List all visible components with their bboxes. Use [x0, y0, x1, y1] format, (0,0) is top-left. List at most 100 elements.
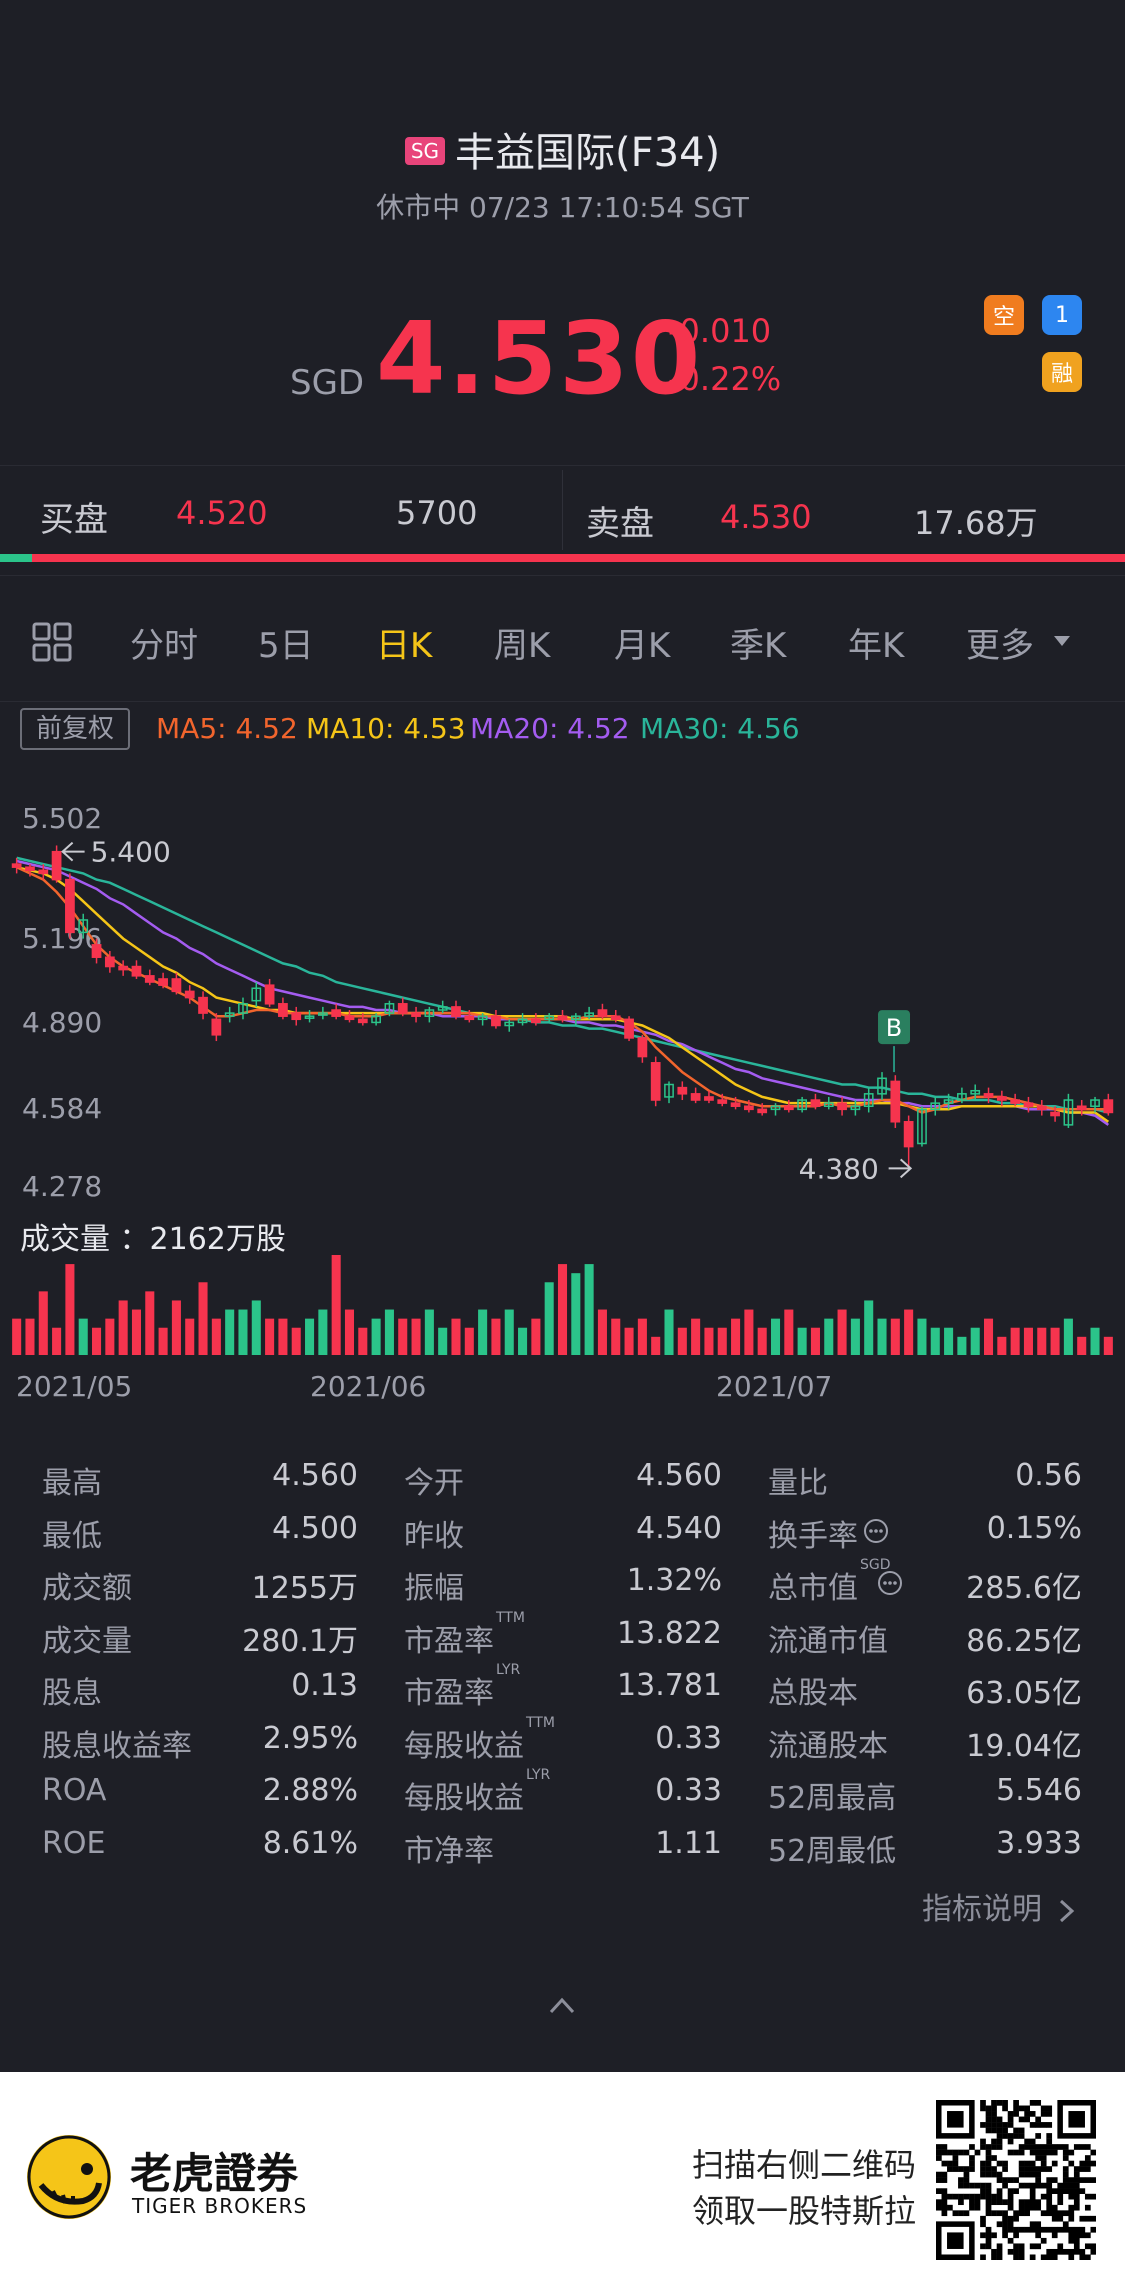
stat-value: 0.33	[655, 1773, 722, 1808]
qr-module	[1068, 2248, 1075, 2255]
stat-value: 13.781	[617, 1668, 722, 1703]
volume-bar	[664, 1309, 674, 1355]
qr-module	[980, 2105, 986, 2112]
collapse-chevron-up-icon[interactable]	[547, 1990, 577, 2020]
indicator-explain-link[interactable]: 指标说明	[922, 1884, 1076, 1928]
qr-module	[1007, 2221, 1014, 2228]
qr-module	[991, 2100, 997, 2106]
qr-module	[1018, 2210, 1025, 2217]
short-sell-icon[interactable]: 空	[984, 295, 1024, 335]
candle-body	[530, 1018, 541, 1024]
y-tick: 4.584	[22, 1092, 103, 1125]
grid-menu-icon[interactable]	[32, 622, 72, 662]
orderbook-bar[interactable]	[0, 465, 1125, 561]
volume-bar	[25, 1318, 35, 1355]
qr-module	[985, 2204, 992, 2211]
tab-weekly-k[interactable]: 周K	[494, 626, 551, 666]
candle-body	[557, 1015, 568, 1021]
currency-label: SGD	[290, 363, 365, 403]
qr-code-icon[interactable]	[936, 2100, 1096, 2260]
tab-5day[interactable]: 5日	[258, 626, 314, 666]
candle-body	[943, 1099, 954, 1104]
candle-body	[637, 1037, 648, 1058]
candle-body	[104, 956, 115, 968]
tab-quarterly-k[interactable]: 季K	[730, 626, 787, 666]
qr-module	[1051, 2254, 1058, 2260]
low-marker-arrow	[888, 1158, 913, 1179]
candle-body	[823, 1102, 834, 1107]
chevron-down-icon[interactable]	[1052, 634, 1072, 648]
info-icon[interactable]	[862, 1517, 890, 1545]
qr-module	[947, 2166, 953, 2172]
tab-intraday[interactable]: 分时	[130, 626, 198, 666]
qr-module	[936, 2149, 942, 2156]
qr-module	[941, 2144, 948, 2150]
qr-module	[1029, 2221, 1036, 2228]
bid-ask-ratio-bar	[0, 554, 1125, 562]
qr-module	[1040, 2193, 1047, 2200]
volume-bar	[105, 1318, 115, 1355]
tab-more[interactable]: 更多	[966, 626, 1034, 666]
stat-label: 市盈率	[404, 1623, 494, 1659]
volume-bar	[411, 1318, 421, 1355]
qr-module	[980, 2215, 986, 2222]
tab-monthly-k[interactable]: 月K	[614, 626, 671, 666]
qr-module	[1029, 2204, 1036, 2211]
qr-module	[1046, 2188, 1053, 2194]
qr-module	[1062, 2188, 1069, 2194]
candle-body	[477, 1015, 488, 1021]
qr-module	[958, 2149, 964, 2156]
stat-value: 5.546	[996, 1773, 1082, 1808]
qr-module	[1062, 2149, 1069, 2156]
qr-module	[969, 2166, 975, 2172]
qr-module	[985, 2144, 992, 2150]
qr-module	[1079, 2177, 1086, 2183]
qr-module	[1002, 2122, 1008, 2128]
qr-module	[936, 2199, 942, 2206]
qr-module	[1002, 2166, 1008, 2172]
volume-bar	[65, 1264, 75, 1355]
price-adjust-button[interactable]: 前复权	[20, 708, 130, 750]
candle-body	[650, 1062, 661, 1101]
qr-module	[1068, 2215, 1075, 2222]
qr-module	[936, 2171, 942, 2178]
volume-bar	[171, 1300, 181, 1355]
stat-value: 0.15%	[986, 1510, 1082, 1546]
qr-module	[1007, 2199, 1014, 2206]
qr-module	[980, 2182, 986, 2189]
qr-module	[991, 2155, 997, 2161]
qr-module	[985, 2111, 992, 2117]
qr-module	[963, 2193, 970, 2200]
qr-module	[1013, 2232, 1019, 2239]
qr-module	[980, 2166, 986, 2172]
qr-module	[963, 2210, 970, 2217]
volume-bar	[917, 1318, 927, 1355]
volume-bar	[251, 1300, 261, 1355]
tab-yearly-k[interactable]: 年K	[848, 626, 905, 666]
qr-module	[991, 2127, 997, 2134]
qr-module	[969, 2160, 975, 2167]
qr-module	[1068, 2204, 1075, 2211]
stat-label: 流通股本	[768, 1728, 888, 1764]
volume-chart[interactable]	[0, 1250, 1125, 1360]
tab-daily-k[interactable]: 日K	[376, 626, 433, 666]
volume-bar	[1037, 1327, 1047, 1355]
candlestick-chart[interactable]: 5.400 4.380 B	[0, 780, 1125, 1220]
qr-module	[1062, 2226, 1069, 2233]
volume-bar	[305, 1318, 315, 1355]
margin-icon[interactable]: 融	[1042, 352, 1082, 392]
qr-module	[1084, 2204, 1091, 2211]
candle-body	[384, 1003, 395, 1014]
stat-label: ROE	[42, 1825, 106, 1861]
qr-module	[1046, 2122, 1053, 2128]
qr-module	[947, 2160, 953, 2167]
qr-module	[958, 2193, 964, 2200]
qr-module	[985, 2188, 992, 2194]
volume-bar	[904, 1309, 914, 1355]
info-icon[interactable]	[876, 1569, 904, 1597]
qr-module	[1035, 2122, 1042, 2128]
qr-module	[1079, 2254, 1086, 2260]
qr-module	[1073, 2237, 1080, 2244]
qr-module	[996, 2100, 1003, 2106]
level1-icon[interactable]: 1	[1042, 295, 1082, 335]
